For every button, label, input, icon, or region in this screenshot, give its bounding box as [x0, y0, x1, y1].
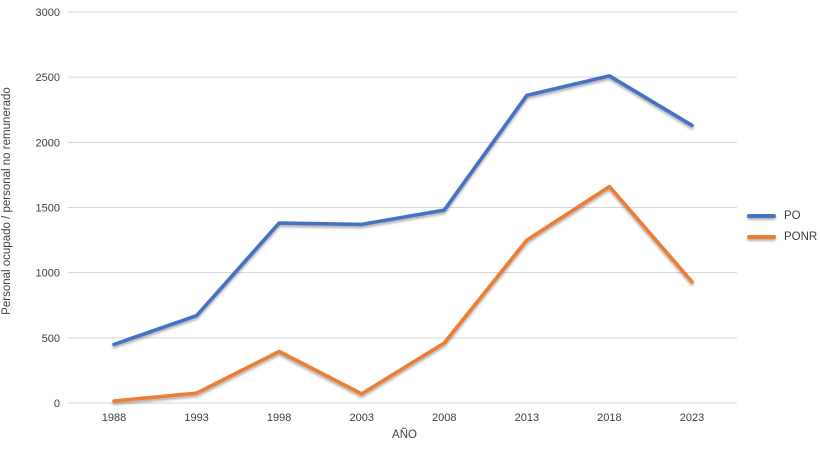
series-line-ponr [112, 184, 694, 403]
x-tick-label: 2003 [349, 412, 373, 424]
y-tick-label: 2000 [36, 137, 60, 149]
legend: PO PONR [747, 209, 817, 244]
legend-label-po: PO [784, 210, 801, 222]
x-tick-label: 2018 [597, 412, 621, 424]
x-tick-label: 2008 [432, 412, 456, 424]
y-tick-label: 2500 [36, 72, 60, 84]
legend-item-ponr: PONR [747, 230, 817, 244]
y-tick-label: 1000 [36, 268, 60, 280]
x-tick-label: 1988 [102, 412, 126, 424]
y-tick-label: 500 [42, 333, 60, 345]
x-tick-label: 1993 [184, 412, 208, 424]
y-tick-label: 1500 [36, 203, 60, 215]
x-tick-label: 1998 [267, 412, 291, 424]
po-line-marker [747, 214, 776, 218]
x-tick-label: 2013 [515, 412, 539, 424]
x-tick-label: 2023 [680, 412, 704, 424]
legend-item-po: PO [747, 209, 817, 223]
y-tick-label: 3000 [36, 7, 60, 19]
y-axis-title: Personal ocupado / personal no remunerad… [1, 87, 13, 315]
ponr-line-marker [747, 235, 776, 239]
legend-label-ponr: PONR [784, 231, 818, 243]
series-line-po [112, 74, 694, 347]
x-axis-title: AÑO [392, 429, 417, 441]
y-tick-label: 0 [54, 398, 60, 410]
